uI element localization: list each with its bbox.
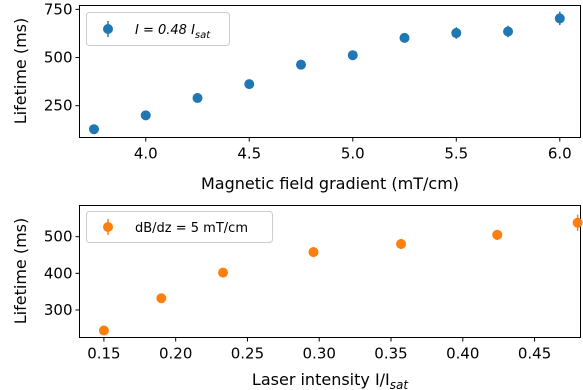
top-legend-box [86,12,230,46]
top-x-ticks: 4.0 4.5 5.0 5.5 6.0 [134,137,572,163]
bottom-x-tick-label: 0.35 [374,345,407,363]
bottom-x-tick-label: 0.20 [159,345,192,363]
top-x-axis-label: Magnetic field gradient (mT/cm) [201,174,459,193]
bottom-legend: dB/dz = 5 mT/cm [86,211,273,243]
bottom-panel: 300 400 500 0.15 0.20 0.25 0.30 0.35 0.40 0.45 L… [11,205,583,390]
bottom-x-tick-label: 0.30 [303,345,336,363]
bottom-x-axis-label-main: Laser intensity I/I [252,370,390,389]
bottom-legend-box [86,211,273,243]
top-data-point [296,59,307,70]
top-data-point [88,124,99,135]
bottom-x-axis-label-sub: sat [390,378,410,390]
bottom-y-tick-label: 500 [44,228,73,246]
top-legend-label: I = 0.48 Isat [135,23,211,41]
top-data-point [244,79,255,90]
bottom-data-point [396,239,407,249]
bottom-x-ticks: 0.15 0.20 0.25 0.30 0.35 0.40 0.45 [87,337,551,363]
top-x-tick-label: 5.0 [341,145,365,163]
bottom-legend-label: dB/dz = 5 mT/cm [135,221,248,236]
bottom-plot-frame [79,205,581,338]
bottom-x-axis-label: Laser intensity I/Isat [252,370,409,390]
top-data-point [140,110,151,121]
top-data-point [192,92,203,103]
bottom-data-point [492,229,503,240]
bottom-data-point [308,247,319,258]
bottom-y-ticks: 300 400 500 [44,228,80,319]
bottom-legend-marker [103,222,113,232]
top-legend-marker [103,24,113,34]
bottom-data-point [572,217,583,228]
bottom-data-point [156,293,167,304]
bottom-x-tick-label: 0.40 [446,345,479,363]
top-data-point [503,26,514,37]
top-x-tick-label: 4.5 [237,145,261,163]
top-legend-label-main: I = 0.48 I [135,23,195,38]
top-y-tick-label: 250 [44,97,73,115]
top-legend-label-sub: sat [195,30,211,41]
top-data-point [399,32,410,43]
top-panel: 250 500 750 4.0 4.5 5.0 5.5 6.0 Magnetic field… [11,0,581,193]
top-data-point [347,50,358,61]
bottom-y-tick-label: 300 [44,301,73,319]
bottom-y-axis-label: Lifetime (ms) [11,218,30,324]
top-x-tick-label: 6.0 [548,145,572,163]
top-y-ticks: 250 500 750 [44,0,80,115]
bottom-y-tick-label: 400 [44,264,73,282]
top-y-axis-label: Lifetime (ms) [11,18,30,124]
top-y-tick-label: 500 [44,49,73,67]
bottom-data-point [98,325,109,336]
top-x-tick-label: 4.0 [134,145,158,163]
top-x-tick-label: 5.5 [444,145,468,163]
top-data-point [451,28,462,39]
bottom-x-tick-label: 0.15 [87,345,120,363]
bottom-data-points [98,214,583,336]
bottom-data-point [218,267,229,278]
top-plot-frame [79,5,581,138]
top-y-tick-label: 750 [44,0,73,18]
top-legend: I = 0.48 Isat [86,12,230,46]
bottom-x-tick-label: 0.45 [518,345,551,363]
top-data-points [88,11,565,135]
bottom-x-tick-label: 0.25 [231,345,264,363]
top-data-point [554,13,565,24]
